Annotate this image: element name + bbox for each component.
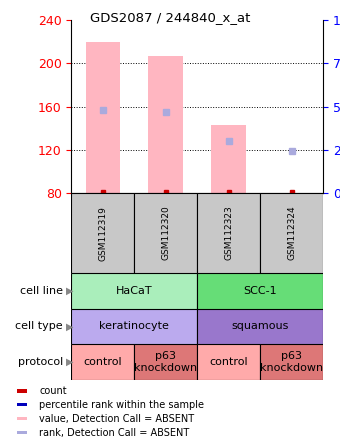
Text: p63
knockdown: p63 knockdown [134, 351, 197, 373]
Bar [17, 403, 28, 406]
Text: GSM112320: GSM112320 [161, 206, 170, 261]
Bar [17, 417, 28, 420]
Text: control: control [209, 357, 248, 367]
Text: GDS2087 / 244840_x_at: GDS2087 / 244840_x_at [90, 11, 250, 24]
Bar [260, 344, 323, 380]
Text: GSM112319: GSM112319 [98, 206, 107, 261]
Text: value, Detection Call = ABSENT: value, Detection Call = ABSENT [39, 414, 194, 424]
Text: count: count [39, 386, 67, 396]
Text: p63
knockdown: p63 knockdown [260, 351, 323, 373]
Bar [71, 193, 134, 273]
Bar [71, 309, 197, 344]
Text: keratinocyte: keratinocyte [99, 321, 169, 331]
Bar [71, 344, 134, 380]
Text: cell line: cell line [20, 286, 63, 296]
Text: rank, Detection Call = ABSENT: rank, Detection Call = ABSENT [39, 428, 189, 438]
Text: ▶: ▶ [66, 321, 74, 331]
Bar [86, 42, 120, 193]
Text: protocol: protocol [18, 357, 63, 367]
Text: GSM112324: GSM112324 [287, 206, 296, 261]
Text: GSM112323: GSM112323 [224, 206, 233, 261]
Text: percentile rank within the sample: percentile rank within the sample [39, 400, 204, 410]
Bar [17, 431, 28, 434]
Bar [149, 56, 183, 193]
Text: ▶: ▶ [66, 357, 74, 367]
Bar [211, 125, 246, 193]
Text: squamous: squamous [232, 321, 289, 331]
Bar [134, 193, 197, 273]
Bar [197, 273, 323, 309]
Text: ▶: ▶ [66, 286, 74, 296]
Text: cell type: cell type [15, 321, 63, 331]
Bar [197, 193, 260, 273]
Text: control: control [84, 357, 122, 367]
Bar [134, 344, 197, 380]
Text: SCC-1: SCC-1 [243, 286, 277, 296]
Bar [71, 273, 197, 309]
Bar [17, 389, 28, 392]
Bar [260, 193, 323, 273]
Bar [197, 309, 323, 344]
Text: HaCaT: HaCaT [116, 286, 153, 296]
Bar [197, 344, 260, 380]
